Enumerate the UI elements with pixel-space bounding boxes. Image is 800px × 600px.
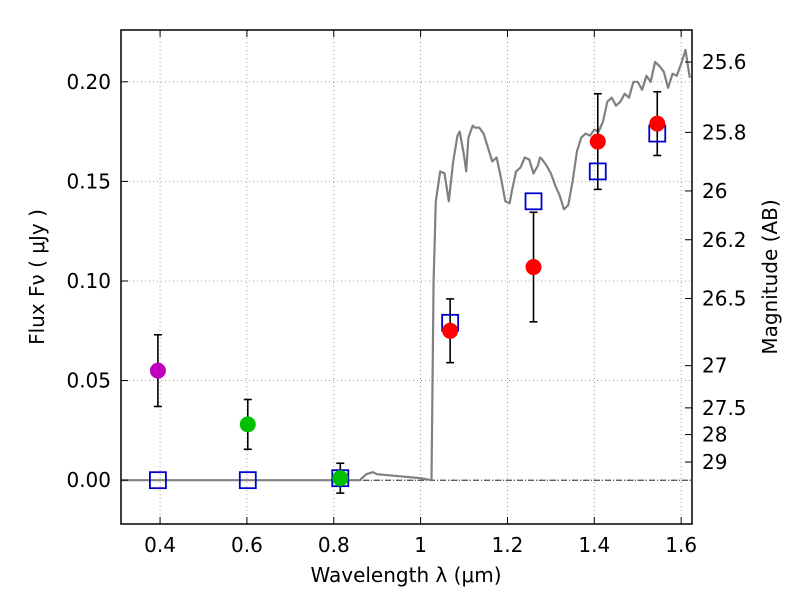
x-tick-label: 1.2: [492, 533, 524, 557]
right-axis-label: Magnitude (AB): [758, 199, 782, 354]
x-tick-label: 1: [414, 533, 427, 557]
x-tick-label: 0.4: [144, 533, 176, 557]
model-photometry-square: [149, 471, 167, 490]
observed-point: [589, 133, 606, 150]
observed-point: [149, 362, 166, 379]
observed-markers: [149, 115, 666, 487]
y-axis-ticks: 0.00 0.05 0.10 0.15 0.20: [66, 70, 128, 492]
x-axis-ticks: 0.4 0.6 0.8 1 1.2 1.4 1.6: [144, 30, 697, 557]
error-bars: [153, 90, 662, 494]
right-tick-label: 25.6: [702, 50, 747, 74]
observed-point: [525, 259, 542, 276]
x-tick-label: 1.6: [665, 533, 697, 557]
x-tick-label: 0.6: [231, 533, 263, 557]
model-spectrum-layer: [121, 48, 691, 482]
model-photometry-markers: [149, 124, 667, 490]
right-tick-label: 25.8: [702, 120, 747, 144]
y-tick-label: 0.05: [66, 369, 111, 393]
observed-point: [442, 322, 459, 339]
x-tick-label: 1.4: [578, 533, 610, 557]
right-tick-label: 26.2: [702, 228, 747, 252]
y-tick-label: 0.20: [66, 70, 111, 94]
x-axis-label: Wavelength λ (μm): [310, 563, 501, 587]
model-photometry-square: [238, 471, 257, 490]
y-axis-label: Flux Fν ( μJy ): [25, 209, 49, 345]
right-tick-label: 27: [702, 354, 727, 378]
y-tick-label: 0.00: [66, 468, 111, 492]
plot-frame: [120, 29, 693, 525]
right-axis-ticks: 25.6 25.8 26 26.2 26.5 27 27.5 28 29: [685, 50, 747, 474]
right-tick-label: 28: [702, 423, 727, 447]
model-photometry-square: [524, 192, 543, 211]
right-tick-label: 27.5: [702, 396, 747, 420]
x-tick-label: 0.8: [318, 533, 350, 557]
y-tick-label: 0.15: [66, 169, 111, 193]
right-tick-label: 26: [702, 179, 727, 203]
observed-point: [649, 115, 666, 132]
right-tick-label: 29: [702, 450, 727, 474]
observed-point: [332, 470, 349, 487]
right-tick-label: 26.5: [702, 287, 747, 311]
observed-point: [239, 416, 256, 433]
model-spectrum-line: [121, 48, 691, 482]
model-photometry-square: [588, 162, 607, 181]
y-tick-label: 0.10: [66, 269, 111, 293]
